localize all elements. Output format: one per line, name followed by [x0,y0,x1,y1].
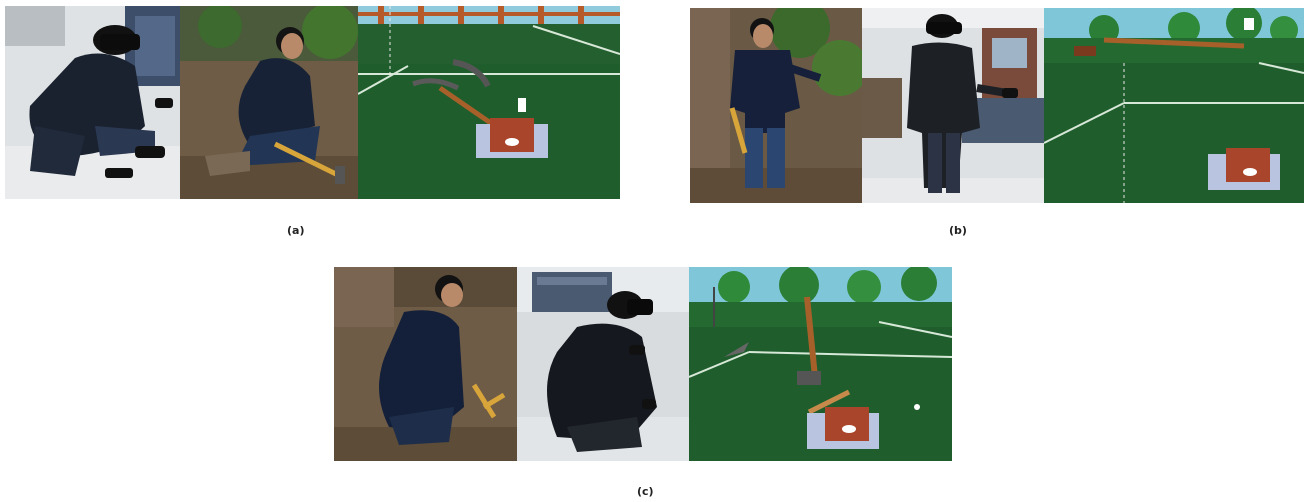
caption-a: (a) [287,224,305,237]
photo-b2-vr-user-standing-office [862,8,1044,203]
photo-a2-real-user-crouching-axe [180,6,358,199]
vr-scene-a3-axe-stump [358,6,620,199]
figure-panel-b [690,8,1304,203]
photo-c2-vr-user-squatting-office [517,267,689,461]
photo-c1-real-user-squatting-hammer [334,267,517,461]
vr-scene-c3-hammer-stump [689,267,952,461]
caption-c: (c) [637,485,654,498]
figure-panel-a [5,6,620,199]
caption-b: (b) [949,224,967,237]
photo-b1-real-user-standing [690,8,862,203]
figure-panel-c [334,267,952,461]
vr-scene-b3-stump [1044,8,1304,203]
photo-a1-vr-user-kneeling-office [5,6,180,199]
